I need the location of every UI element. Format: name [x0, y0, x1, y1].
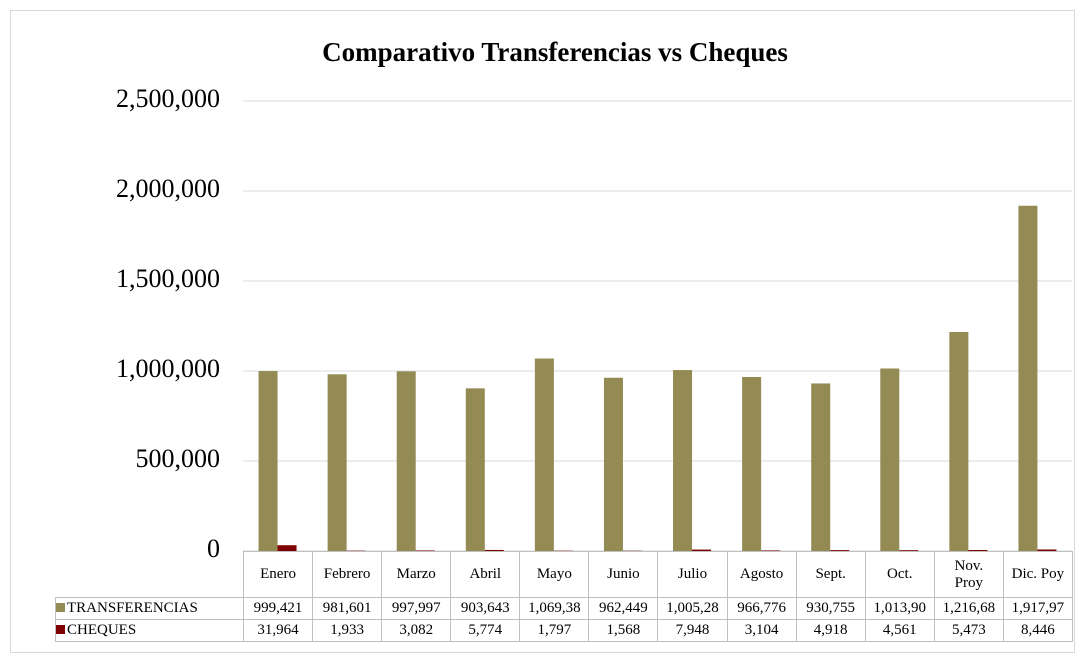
y-tick-label: 500,000: [136, 444, 221, 473]
data-label: 962,449: [588, 597, 659, 620]
y-tick-label: 1,000,000: [116, 354, 220, 383]
bar: [484, 549, 504, 551]
series-row: TRANSFERENCIAS 999,421 981,601 997,997 903,6…: [55, 597, 1073, 620]
bar: [830, 550, 850, 551]
chart-frame: [10, 10, 1075, 653]
y-tick-label: 2,500,000: [116, 84, 220, 113]
x-tick-label: Mayo: [519, 551, 590, 598]
data-label: 903,643: [450, 597, 521, 620]
data-label: 1,069,38: [519, 597, 590, 620]
bar: [1018, 205, 1038, 552]
data-label: 5,473: [933, 619, 1004, 642]
data-label: 1,933: [312, 619, 383, 642]
x-tick-label: Agosto: [726, 551, 797, 598]
bar: [949, 331, 969, 551]
chart-title: Comparativo Transferencias vs Cheques: [322, 37, 788, 67]
bar: [761, 550, 781, 551]
y-tick-label: 1,500,000: [116, 264, 220, 293]
legend-key: [56, 625, 65, 634]
bar: [899, 550, 919, 551]
bar: [415, 550, 435, 551]
x-tick-label: Abril: [450, 551, 521, 598]
bar: [465, 388, 485, 551]
bar: [603, 377, 623, 551]
legend-entry: CHEQUES: [55, 619, 244, 642]
bar: [692, 549, 712, 551]
bar: [880, 368, 900, 551]
legend-label: CHEQUES: [67, 622, 137, 638]
blank-cell: [55, 551, 244, 598]
data-label: 981,601: [312, 597, 383, 620]
data-label: 4,918: [795, 619, 866, 642]
data-label: 997,997: [381, 597, 452, 620]
x-tick-label: Marzo: [381, 551, 452, 598]
bar: [1037, 549, 1057, 551]
data-label: 3,104: [726, 619, 797, 642]
data-label: 3,082: [381, 619, 452, 642]
x-tick-label: Julio: [657, 551, 728, 598]
legend-label: TRANSFERENCIAS: [67, 600, 198, 616]
data-label: 1,005,28: [657, 597, 728, 620]
bar: [811, 383, 831, 551]
x-tick-label: Febrero: [312, 551, 383, 598]
data-label: 7,948: [657, 619, 728, 642]
bar: [396, 371, 416, 551]
data-label: 966,776: [726, 597, 797, 620]
x-tick-label: Junio: [588, 551, 659, 598]
data-label: 1,917,97: [1002, 597, 1073, 620]
x-tick-label: Enero: [242, 551, 314, 598]
data-label: 1,568: [588, 619, 659, 642]
data-label: 31,964: [242, 619, 314, 642]
data-label: 5,774: [450, 619, 521, 642]
category-row: Enero Febrero Marzo Abril Mayo Junio Julio Agos…: [55, 551, 1073, 598]
data-label: 930,755: [795, 597, 866, 620]
data-label: 999,421: [242, 597, 314, 620]
x-tick-label: Sept.: [795, 551, 866, 598]
data-label: 1,797: [519, 619, 590, 642]
data-label: 1,013,90: [864, 597, 935, 620]
bar: [327, 374, 347, 551]
series-row: CHEQUES 31,964 1,933 3,082 5,774 1,797 1,568 7,…: [55, 619, 1073, 642]
legend-entry: TRANSFERENCIAS: [55, 597, 244, 620]
bar: [742, 376, 762, 551]
data-label: 4,561: [864, 619, 935, 642]
bar: [673, 370, 693, 551]
y-tick-label: 2,000,000: [116, 174, 220, 203]
x-tick-label: Nov. Proy: [933, 551, 1004, 598]
x-tick-label: Oct.: [864, 551, 935, 598]
data-label: 1,216,68: [933, 597, 1004, 620]
data-label: 8,446: [1002, 619, 1073, 642]
legend-key: [56, 603, 65, 612]
bar: [968, 550, 988, 551]
bar: [534, 358, 554, 551]
data-table: Enero Febrero Marzo Abril Mayo Junio Julio Agos…: [55, 551, 1073, 642]
bar: [258, 371, 278, 551]
x-tick-label: Dic. Poy: [1002, 551, 1073, 598]
bar: [277, 545, 297, 551]
